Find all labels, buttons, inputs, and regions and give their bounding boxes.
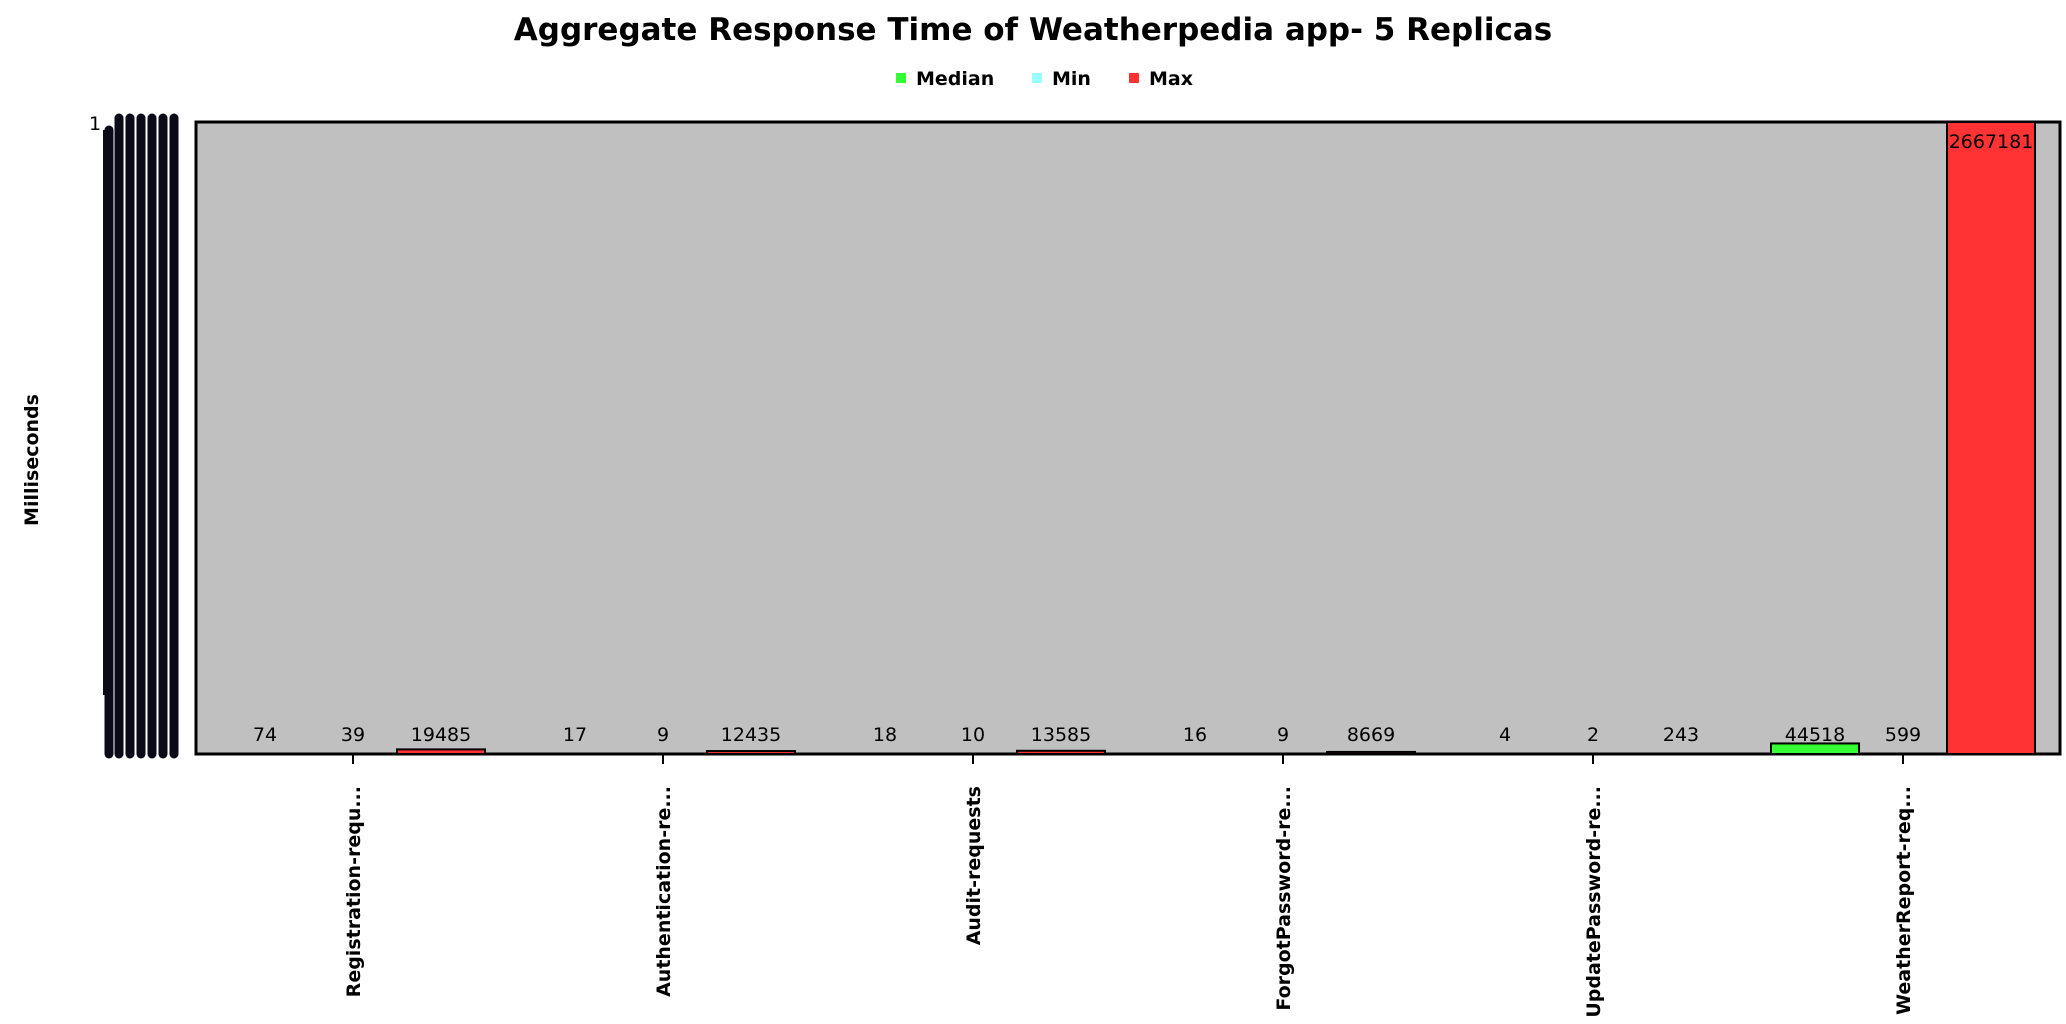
y-axis-overdrawn-ticks [103,113,179,759]
bar-value-label: 2667181 [1949,131,2034,153]
x-ticks [352,754,1904,764]
bar-value-label: 10 [961,724,985,746]
legend-swatch-median [896,73,906,83]
bar-value-label: 599 [1885,724,1921,746]
category-label: ForgotPassword-re... [1273,786,1295,1011]
legend-label-min: Min [1052,68,1091,90]
bars [220,121,2036,756]
legend-label-median: Median [916,68,994,90]
category-labels: Registration-requ... Authentication-re...… [343,786,1915,1018]
y-tick-label: 1 [89,113,101,135]
bar-median [1770,742,1860,756]
bar-value-label: 44518 [1785,724,1845,746]
legend-swatch-min [1032,73,1042,83]
chart-title: Aggregate Response Time of Weatherpedia … [514,12,1552,48]
bar-max [1016,749,1106,756]
bar-value-label: 4 [1499,724,1511,746]
bar-max [1326,750,1416,756]
plot-area [194,120,2062,756]
bar-max [706,750,796,755]
bar-value-label: 243 [1663,724,1699,746]
category-label: WeatherReport-req... [1893,786,1915,1015]
category-label: Authentication-re... [653,786,675,997]
category-label: Audit-requests [963,786,985,945]
bar-value-label: 9 [657,724,669,746]
bar-value-label: 74 [253,724,277,746]
bar-max [396,748,486,755]
bar-max [1946,121,2036,755]
bar-value-label: 8669 [1347,724,1395,746]
value-labels: 74 39 19485 17 9 12435 18 10 13585 16 9 8669 4 2 243 44… [253,131,2033,746]
legend-swatch-max [1129,73,1139,83]
legend: Median Min Max [896,68,1193,90]
bar-value-label: 19485 [411,724,471,746]
bar-value-label: 12435 [721,724,781,746]
bar-value-label: 18 [873,724,897,746]
y-axis-label: Milliseconds [21,394,43,526]
bar-value-label: 9 [1277,724,1289,746]
bar-value-label: 39 [341,724,365,746]
legend-label-max: Max [1149,68,1193,90]
bar-value-label: 13585 [1031,724,1091,746]
bar-value-label: 16 [1183,724,1207,746]
bar-value-label: 2 [1587,724,1599,746]
category-label: UpdatePassword-re... [1583,786,1605,1018]
bar-value-label: 17 [563,724,587,746]
category-label: Registration-requ... [343,786,365,997]
